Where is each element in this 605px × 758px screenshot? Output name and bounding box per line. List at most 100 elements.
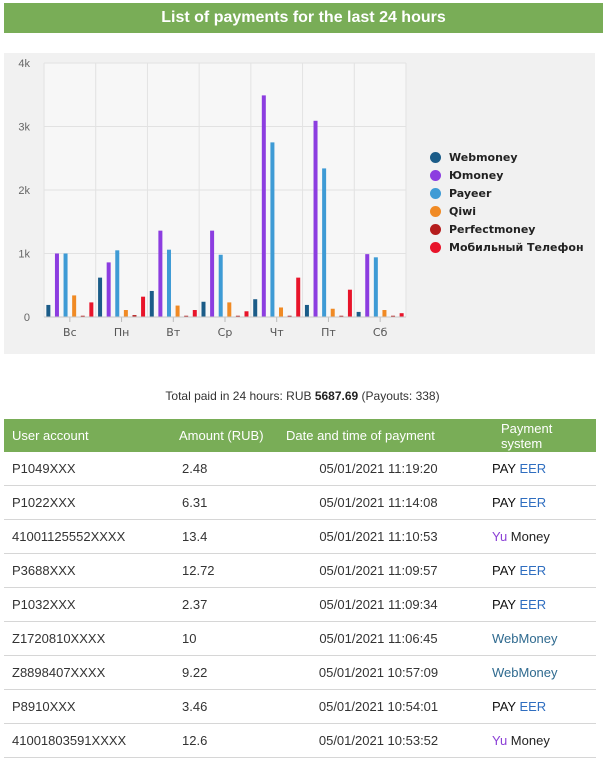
bar bbox=[373, 257, 378, 317]
payments-chart: 0 1k 2k 3k 4k Вс Пн Вт Ср Чт Пт Сб Webmoney Юmoney Pa… bbox=[4, 53, 595, 354]
cell-account: 41001125552XXXX bbox=[4, 519, 162, 554]
legend-marker bbox=[430, 205, 441, 217]
cell-datetime: 05/01/2021 11:10:53 bbox=[286, 519, 471, 554]
summary-suffix: (Payouts: 338) bbox=[358, 389, 440, 403]
cell-amount: 2.48 bbox=[162, 452, 286, 486]
legend-marker bbox=[430, 241, 441, 253]
bar bbox=[287, 315, 292, 317]
logo-part: WebMoney bbox=[492, 665, 558, 680]
table-row: P1032XXX 2.37 05/01/2021 11:09:34 PAY EER bbox=[4, 587, 596, 622]
col-header-amount[interactable]: Amount (RUB) bbox=[162, 419, 286, 452]
logo-part: PAY bbox=[492, 597, 520, 612]
bar bbox=[72, 295, 77, 317]
logo-part: WebMoney bbox=[492, 631, 558, 646]
x-tick-label: Пт bbox=[321, 326, 336, 339]
y-tick-label: 0 bbox=[24, 312, 30, 324]
cell-account: P1032XXX bbox=[4, 587, 162, 622]
cell-amount: 10 bbox=[162, 621, 286, 656]
bar bbox=[132, 315, 137, 317]
bar bbox=[304, 304, 309, 317]
bar bbox=[192, 310, 197, 317]
cell-datetime: 05/01/2021 11:09:34 bbox=[286, 587, 471, 622]
bar bbox=[356, 311, 361, 317]
legend-item[interactable]: Мобильный Телефон bbox=[430, 238, 584, 256]
cell-datetime: 05/01/2021 11:14:08 bbox=[286, 485, 471, 520]
bar bbox=[382, 310, 387, 317]
bar bbox=[339, 315, 344, 317]
bar bbox=[279, 307, 284, 317]
bar bbox=[123, 310, 128, 317]
payments-table: User account Amount (RUB) Date and time … bbox=[4, 419, 596, 758]
cell-payment-system: PAY EER bbox=[471, 689, 596, 724]
webmoney-logo: WebMoney bbox=[492, 631, 558, 646]
legend-item[interactable]: Perfectmoney bbox=[430, 220, 584, 238]
logo-part: PAY bbox=[492, 495, 520, 510]
y-tick-label: 2k bbox=[18, 185, 30, 197]
cell-account: P8910XXX bbox=[4, 689, 162, 724]
bar bbox=[158, 230, 163, 317]
bar bbox=[149, 290, 154, 317]
bar bbox=[270, 142, 275, 317]
logo-part: Money bbox=[507, 529, 550, 544]
webmoney-logo: WebMoney bbox=[492, 665, 558, 680]
bar bbox=[347, 289, 352, 317]
cell-datetime: 05/01/2021 10:53:52 bbox=[286, 723, 471, 758]
bar bbox=[115, 250, 120, 317]
cell-amount: 12.6 bbox=[162, 723, 286, 758]
logo-part: PAY bbox=[492, 461, 520, 476]
legend-marker bbox=[430, 187, 441, 199]
bar bbox=[330, 308, 335, 317]
bar bbox=[166, 249, 171, 317]
x-tick-label: Вт bbox=[166, 326, 181, 339]
cell-payment-system: Yu Money bbox=[471, 723, 596, 758]
y-tick-label: 3k bbox=[18, 122, 30, 134]
x-tick-label: Сб bbox=[373, 326, 388, 339]
page-header: List of payments for the last 24 hours bbox=[4, 3, 603, 33]
y-tick-label: 4k bbox=[18, 58, 30, 70]
logo-part: EER bbox=[519, 563, 547, 578]
cell-account: P3688XXX bbox=[4, 553, 162, 588]
legend-item[interactable]: Qiwi bbox=[430, 202, 584, 220]
table-row: Z1720810XXXX 10 05/01/2021 11:06:45 WebMone… bbox=[4, 621, 596, 656]
bar bbox=[63, 253, 68, 317]
cell-datetime: 05/01/2021 11:09:57 bbox=[286, 553, 471, 588]
logo-part: EER bbox=[519, 495, 547, 510]
legend-label: Perfectmoney bbox=[449, 222, 536, 236]
col-header-datetime[interactable]: Date and time of payment bbox=[286, 419, 471, 452]
legend-label: Юmoney bbox=[449, 168, 504, 182]
table-row: Z8898407XXXX 9.22 05/01/2021 10:57:09 WebMo… bbox=[4, 655, 596, 690]
legend-marker bbox=[430, 169, 441, 181]
bar bbox=[391, 315, 396, 317]
legend-label: Payeer bbox=[449, 186, 492, 200]
col-header-system[interactable]: Payment system bbox=[471, 419, 596, 452]
bar bbox=[365, 254, 370, 317]
table-row: P3688XXX 12.72 05/01/2021 11:09:57 PAY EER bbox=[4, 553, 596, 588]
cell-payment-system: PAY EER bbox=[471, 553, 596, 588]
yumoney-logo: Yu Money bbox=[492, 529, 550, 544]
legend-item[interactable]: Юmoney bbox=[430, 166, 584, 184]
bar bbox=[80, 315, 85, 317]
cell-payment-system: PAY EER bbox=[471, 587, 596, 622]
payeer-logo: PAY EER bbox=[492, 597, 546, 612]
table-row: P8910XXX 3.46 05/01/2021 10:54:01 PAY EER bbox=[4, 689, 596, 724]
y-tick-label: 1k bbox=[18, 249, 30, 261]
legend-item[interactable]: Payeer bbox=[430, 184, 584, 202]
payeer-logo: PAY EER bbox=[492, 563, 546, 578]
chart-legend: Webmoney Юmoney Payeer Qiwi Perfectmoney Моби… bbox=[430, 148, 584, 256]
legend-item[interactable]: Webmoney bbox=[430, 148, 584, 166]
bar bbox=[227, 302, 232, 317]
bar bbox=[175, 305, 180, 317]
x-tick-label: Чт bbox=[270, 326, 285, 339]
bar bbox=[46, 304, 51, 317]
summary-prefix: Total paid in 24 hours: RUB bbox=[165, 389, 315, 403]
col-header-account[interactable]: User account bbox=[4, 419, 162, 452]
table-row: 41001803591XXXX 12.6 05/01/2021 10:53:52 Yu… bbox=[4, 723, 596, 758]
payeer-logo: PAY EER bbox=[492, 699, 546, 714]
table-row: P1022XXX 6.31 05/01/2021 11:14:08 PAY EER bbox=[4, 485, 596, 520]
cell-account: Z1720810XXXX bbox=[4, 621, 162, 656]
legend-marker bbox=[430, 223, 441, 235]
x-tick-label: Вс bbox=[63, 326, 77, 339]
payeer-logo: PAY EER bbox=[492, 495, 546, 510]
legend-label: Qiwi bbox=[449, 204, 477, 218]
cell-datetime: 05/01/2021 10:54:01 bbox=[286, 689, 471, 724]
